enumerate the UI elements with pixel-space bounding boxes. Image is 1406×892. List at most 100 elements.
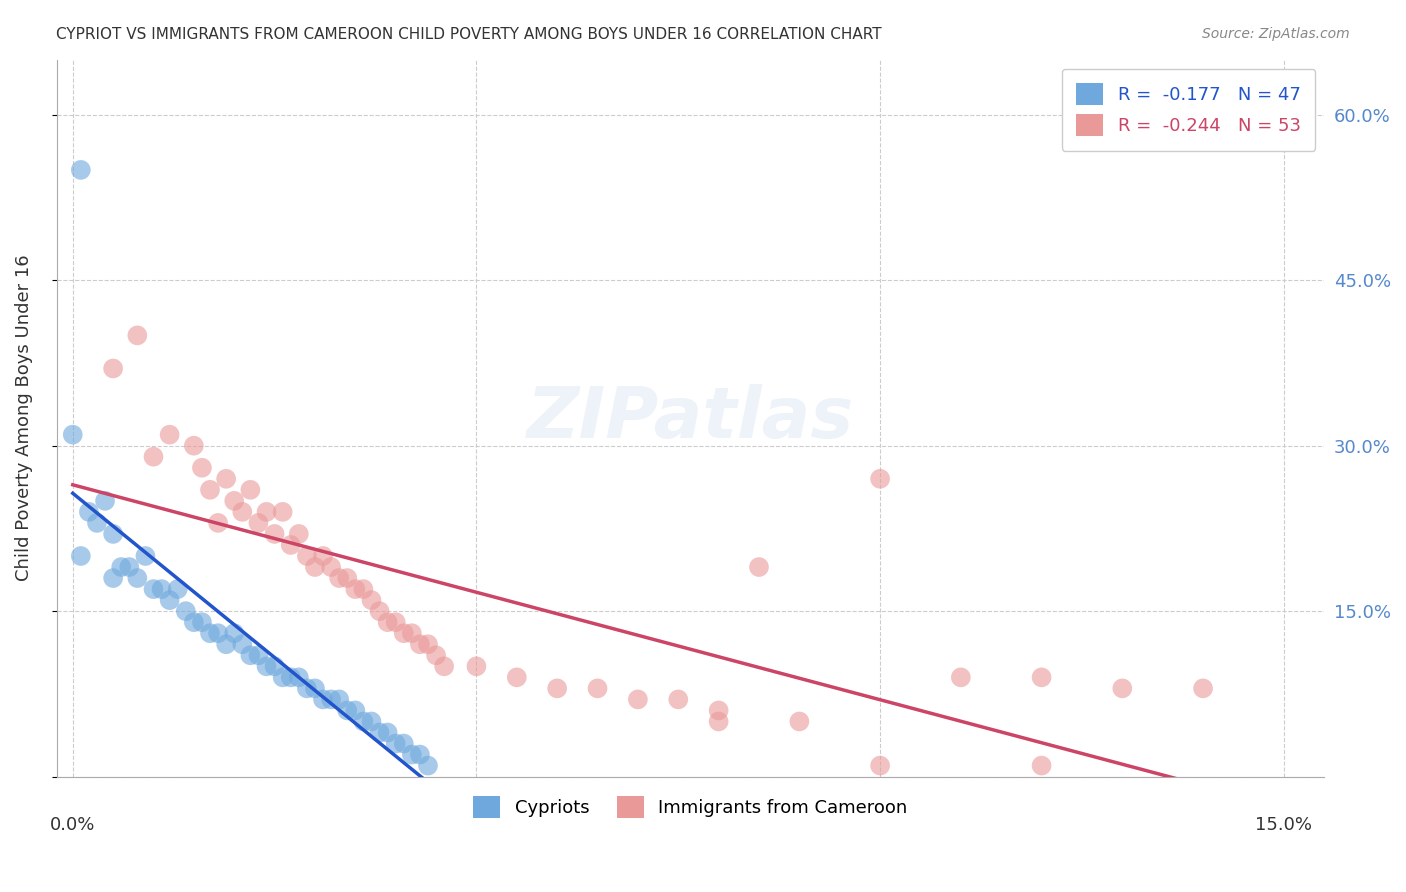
Cypriots <box>416 758 439 772</box>
Cypriots <box>288 670 311 684</box>
Cypriots <box>191 615 214 630</box>
Cypriots <box>174 604 197 618</box>
Immigrants from Cameroon <box>666 692 689 706</box>
Immigrants from Cameroon <box>465 659 488 673</box>
Text: ZIPatlas: ZIPatlas <box>527 384 853 452</box>
Immigrants from Cameroon <box>352 582 374 596</box>
Cypriots <box>101 527 124 541</box>
Immigrants from Cameroon <box>312 549 335 563</box>
Cypriots <box>224 626 246 640</box>
Cypriots <box>110 560 132 574</box>
Immigrants from Cameroon <box>263 527 285 541</box>
Text: Source: ZipAtlas.com: Source: ZipAtlas.com <box>1202 27 1350 41</box>
Immigrants from Cameroon <box>707 714 730 729</box>
Cypriots <box>231 637 253 651</box>
Cypriots <box>62 427 84 442</box>
Cypriots <box>312 692 335 706</box>
Immigrants from Cameroon <box>401 626 423 640</box>
Cypriots <box>336 703 359 717</box>
Cypriots <box>328 692 350 706</box>
Cypriots <box>183 615 205 630</box>
Immigrants from Cameroon <box>425 648 447 663</box>
Immigrants from Cameroon <box>384 615 406 630</box>
Cypriots <box>86 516 108 530</box>
Cypriots <box>166 582 188 596</box>
Immigrants from Cameroon <box>344 582 367 596</box>
Immigrants from Cameroon <box>127 328 149 343</box>
Immigrants from Cameroon <box>360 593 382 607</box>
Cypriots <box>360 714 382 729</box>
Cypriots <box>159 593 181 607</box>
Cypriots <box>118 560 141 574</box>
Immigrants from Cameroon <box>231 505 253 519</box>
Cypriots <box>409 747 432 762</box>
Cypriots <box>127 571 149 585</box>
Immigrants from Cameroon <box>198 483 221 497</box>
Immigrants from Cameroon <box>546 681 568 696</box>
Cypriots <box>377 725 399 739</box>
Immigrants from Cameroon <box>627 692 650 706</box>
Immigrants from Cameroon <box>869 758 891 772</box>
Immigrants from Cameroon <box>1192 681 1215 696</box>
Immigrants from Cameroon <box>336 571 359 585</box>
Immigrants from Cameroon <box>949 670 972 684</box>
Cypriots <box>352 714 374 729</box>
Immigrants from Cameroon <box>280 538 302 552</box>
Text: 15.0%: 15.0% <box>1256 816 1312 834</box>
Cypriots <box>134 549 156 563</box>
Immigrants from Cameroon <box>256 505 278 519</box>
Immigrants from Cameroon <box>319 560 342 574</box>
Immigrants from Cameroon <box>207 516 229 530</box>
Cypriots <box>142 582 165 596</box>
Cypriots <box>280 670 302 684</box>
Cypriots <box>101 571 124 585</box>
Cypriots <box>319 692 342 706</box>
Immigrants from Cameroon <box>789 714 811 729</box>
Cypriots <box>295 681 318 696</box>
Cypriots <box>263 659 285 673</box>
Immigrants from Cameroon <box>392 626 415 640</box>
Immigrants from Cameroon <box>183 439 205 453</box>
Immigrants from Cameroon <box>748 560 770 574</box>
Cypriots <box>344 703 367 717</box>
Immigrants from Cameroon <box>1031 670 1053 684</box>
Immigrants from Cameroon <box>288 527 311 541</box>
Immigrants from Cameroon <box>328 571 350 585</box>
Immigrants from Cameroon <box>247 516 270 530</box>
Cypriots <box>239 648 262 663</box>
Cypriots <box>215 637 238 651</box>
Cypriots <box>271 670 294 684</box>
Immigrants from Cameroon <box>506 670 529 684</box>
Immigrants from Cameroon <box>295 549 318 563</box>
Immigrants from Cameroon <box>869 472 891 486</box>
Cypriots <box>304 681 326 696</box>
Cypriots <box>368 725 391 739</box>
Immigrants from Cameroon <box>271 505 294 519</box>
Immigrants from Cameroon <box>586 681 609 696</box>
Y-axis label: Child Poverty Among Boys Under 16: Child Poverty Among Boys Under 16 <box>15 255 32 582</box>
Cypriots <box>94 493 117 508</box>
Cypriots <box>207 626 229 640</box>
Legend: Cypriots, Immigrants from Cameroon: Cypriots, Immigrants from Cameroon <box>467 789 915 825</box>
Immigrants from Cameroon <box>368 604 391 618</box>
Immigrants from Cameroon <box>433 659 456 673</box>
Cypriots <box>198 626 221 640</box>
Immigrants from Cameroon <box>377 615 399 630</box>
Immigrants from Cameroon <box>101 361 124 376</box>
Cypriots <box>69 162 91 177</box>
Immigrants from Cameroon <box>1031 758 1053 772</box>
Cypriots <box>77 505 100 519</box>
Cypriots <box>384 737 406 751</box>
Immigrants from Cameroon <box>416 637 439 651</box>
Immigrants from Cameroon <box>1111 681 1133 696</box>
Cypriots <box>150 582 173 596</box>
Cypriots <box>247 648 270 663</box>
Immigrants from Cameroon <box>409 637 432 651</box>
Immigrants from Cameroon <box>142 450 165 464</box>
Immigrants from Cameroon <box>707 703 730 717</box>
Cypriots <box>392 737 415 751</box>
Immigrants from Cameroon <box>159 427 181 442</box>
Immigrants from Cameroon <box>239 483 262 497</box>
Text: 0.0%: 0.0% <box>51 816 96 834</box>
Text: CYPRIOT VS IMMIGRANTS FROM CAMEROON CHILD POVERTY AMONG BOYS UNDER 16 CORRELATIO: CYPRIOT VS IMMIGRANTS FROM CAMEROON CHIL… <box>56 27 882 42</box>
